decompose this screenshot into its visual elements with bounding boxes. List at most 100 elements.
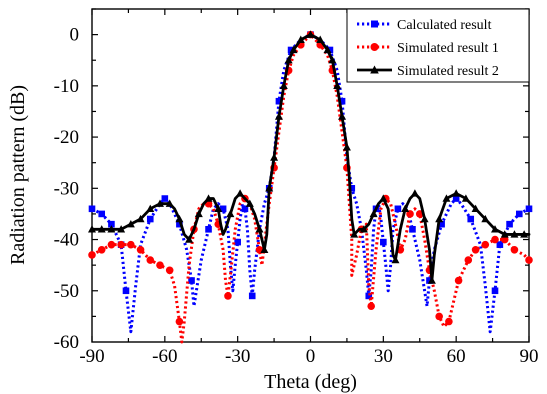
series-1-point-29 bbox=[452, 195, 460, 202]
x-tick-label-7: 90 bbox=[520, 346, 539, 367]
series-1-point-20 bbox=[338, 97, 346, 105]
x-tick-label-6: 60 bbox=[447, 346, 466, 367]
series-3-point-31 bbox=[333, 81, 342, 90]
legend-marker-1 bbox=[371, 20, 378, 28]
x-tick-label-1: -90 bbox=[79, 346, 104, 367]
series-3-point-35 bbox=[359, 225, 368, 233]
y-axis-title: Radiation pattern (dB) bbox=[7, 85, 29, 265]
series-layer bbox=[88, 30, 533, 344]
y-tick-label-2: -10 bbox=[54, 76, 79, 97]
series-2-point-9 bbox=[165, 266, 174, 275]
series-1-point-21 bbox=[348, 185, 356, 192]
series-3-point-1 bbox=[88, 225, 96, 233]
series-2-point-4 bbox=[117, 240, 125, 249]
series-2-point-40 bbox=[525, 256, 533, 264]
y-tick-label-7: -60 bbox=[54, 332, 79, 353]
y-tick-label-5: -40 bbox=[54, 230, 79, 251]
series-2-point-3 bbox=[107, 240, 116, 249]
x-tick-label-5: 30 bbox=[374, 346, 393, 367]
series-3-point-4 bbox=[117, 225, 126, 233]
series-1-point-22 bbox=[365, 292, 373, 300]
x-tick-label-3: -30 bbox=[225, 346, 250, 367]
series-3-point-21 bbox=[270, 153, 279, 161]
series-3-point-46 bbox=[461, 194, 470, 202]
series-3-point-34 bbox=[350, 230, 359, 238]
legend-item-3: Simulated result 2 bbox=[357, 64, 499, 79]
series-3-point-45 bbox=[452, 189, 461, 197]
series-1-point-26 bbox=[409, 225, 416, 233]
x-tick-label-4: 0 bbox=[306, 346, 316, 367]
y-tick-label-4: -30 bbox=[54, 178, 79, 199]
series-1-point-19 bbox=[326, 46, 334, 54]
series-1-point-2 bbox=[98, 210, 106, 218]
series-1-point-25 bbox=[394, 205, 402, 213]
series-2-point-32 bbox=[445, 317, 453, 326]
series-3-point-49 bbox=[491, 225, 500, 233]
series-3-point-10 bbox=[175, 214, 184, 223]
series-1-point-33 bbox=[506, 220, 513, 228]
series-3-point-52 bbox=[520, 230, 529, 238]
series-3-point-48 bbox=[481, 214, 490, 223]
series-2-point-35 bbox=[471, 245, 480, 254]
series-3-point-28 bbox=[316, 35, 325, 43]
series-1-point-24 bbox=[380, 238, 387, 246]
series-1-point-30 bbox=[467, 215, 475, 223]
legend-item-1: Calculated result bbox=[357, 18, 492, 33]
series-3-point-7 bbox=[146, 204, 155, 212]
y-tick-label-6: -50 bbox=[54, 281, 79, 302]
series-3-point-27 bbox=[306, 30, 315, 38]
series-1-point-5 bbox=[122, 287, 130, 295]
series-3-point-30 bbox=[328, 56, 337, 64]
series-2-point-33 bbox=[454, 276, 463, 285]
series-1-point-12 bbox=[234, 238, 241, 246]
series-2-point-37 bbox=[491, 235, 499, 244]
x-axis-title: Theta (deg) bbox=[264, 371, 357, 393]
series-3-point-9 bbox=[165, 199, 174, 207]
axes-layer: -90 -60 -30 0 30 60 900-10-20-30-40-50-60 bbox=[54, 8, 539, 367]
series-1-point-34 bbox=[515, 210, 523, 218]
series-3-point-41 bbox=[420, 214, 429, 223]
plot-area: -90 -60 -30 0 30 60 900-10-20-30-40-50-60 bbox=[54, 8, 539, 367]
legend-items: Calculated result Simulated result 1 Simul… bbox=[357, 18, 499, 79]
series-3-point-42 bbox=[427, 276, 436, 284]
series-3-point-29 bbox=[323, 45, 332, 54]
series-1-point-10 bbox=[205, 225, 212, 233]
series-3-point-40 bbox=[410, 189, 419, 197]
series-3-point-39 bbox=[401, 204, 410, 212]
legend-marker-2 bbox=[370, 43, 379, 51]
series-3-point-8 bbox=[155, 199, 164, 207]
series-2-point-28 bbox=[406, 210, 414, 218]
series-3-point-37 bbox=[379, 194, 388, 202]
series-3-point-47 bbox=[471, 204, 480, 212]
series-1-point-14 bbox=[248, 292, 256, 300]
series-3-point-16 bbox=[236, 189, 245, 197]
series-2-point-7 bbox=[146, 256, 155, 264]
series-1-point-16 bbox=[275, 97, 283, 105]
series-3-point-17 bbox=[245, 199, 254, 207]
series-2-point-5 bbox=[127, 240, 135, 249]
series-2-point-38 bbox=[500, 235, 509, 244]
series-3-point-6 bbox=[136, 214, 145, 223]
series-3-point-3 bbox=[107, 225, 116, 233]
series-3-point-2 bbox=[97, 225, 106, 233]
series-3-point-38 bbox=[391, 255, 400, 264]
x-tick-label-2: -60 bbox=[152, 346, 177, 367]
legend-item-2: Simulated result 1 bbox=[357, 41, 499, 56]
series-2-point-6 bbox=[136, 245, 145, 254]
series-1-point-6 bbox=[146, 215, 154, 223]
series-1-point-27 bbox=[426, 277, 433, 284]
series-2-point-10 bbox=[175, 317, 184, 326]
series-3-point-51 bbox=[510, 230, 519, 238]
series-1-point-1 bbox=[88, 205, 96, 213]
series-2-point-36 bbox=[481, 240, 490, 249]
series-3-point-24 bbox=[284, 56, 293, 64]
series-3 bbox=[88, 30, 531, 284]
series-3-point-13 bbox=[204, 194, 213, 202]
legend-label-3: Simulated result 2 bbox=[397, 64, 499, 79]
series-2-point-2 bbox=[97, 245, 106, 254]
legend-label-1: Calculated result bbox=[397, 18, 492, 33]
series-3-point-18 bbox=[255, 225, 264, 233]
series-1-point-35 bbox=[525, 205, 533, 213]
legend-marker-3 bbox=[370, 65, 379, 74]
series-1-point-17 bbox=[287, 46, 295, 54]
